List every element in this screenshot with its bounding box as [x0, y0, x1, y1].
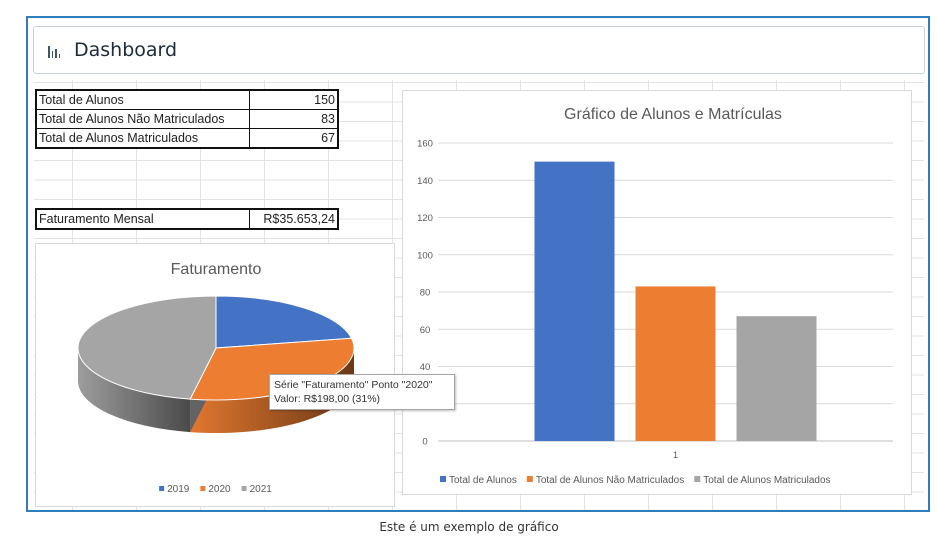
summary-value[interactable]: 150: [249, 89, 339, 110]
pie-chart[interactable]: Faturamento 2019 2020 2021: [35, 243, 395, 507]
bar-chart-icon: [48, 42, 64, 58]
bar-chart[interactable]: Gráfico de Alunos e Matrículas0204060801…: [402, 90, 912, 495]
y-tick-label: 100: [417, 250, 433, 261]
chart-title: Gráfico de Alunos e Matrículas: [564, 106, 782, 123]
chart-legend: Total de Alunos Total de Alunos Não Matri…: [440, 475, 831, 486]
bar: [736, 316, 817, 441]
revenue-label[interactable]: Faturamento Mensal: [35, 208, 250, 230]
table-row: Total de Alunos Não Matriculados 83: [35, 109, 339, 129]
legend-entry: Total de Alunos: [449, 475, 517, 486]
y-tick-label: 40: [420, 362, 431, 373]
tooltip-value: Valor: R$198,00 (31%): [274, 393, 381, 405]
legend-swatch: [159, 486, 165, 491]
summary-value[interactable]: 67: [249, 128, 339, 149]
chart-legend: 2019 2020 2021: [159, 484, 272, 495]
figure-caption: Este é um exemplo de gráfico: [379, 520, 559, 534]
revenue-table: Faturamento Mensal R$35.653,24: [35, 208, 339, 230]
summary-table: Total de Alunos 150 Total de Alunos Não …: [35, 89, 339, 149]
summary-label[interactable]: Total de Alunos Não Matriculados: [35, 109, 250, 129]
legend-swatch: [200, 486, 206, 491]
x-tick-label: 1: [673, 450, 678, 461]
y-tick-label: 60: [420, 325, 431, 336]
legend-entry: Total de Alunos Matriculados: [703, 475, 830, 486]
legend-entry: 2021: [250, 484, 273, 495]
dashboard-header: Dashboard: [33, 26, 925, 74]
legend-swatch: [526, 476, 533, 482]
pie-slice: [215, 295, 353, 349]
legend-swatch: [694, 476, 701, 482]
y-tick-label: 140: [417, 176, 433, 187]
bar-chart-svg: Gráfico de Alunos e Matrículas0204060801…: [417, 106, 893, 486]
bar: [534, 161, 615, 441]
legend-swatch: [241, 486, 247, 491]
summary-label[interactable]: Total de Alunos: [35, 89, 250, 110]
chart-title: Faturamento: [171, 261, 262, 278]
y-tick-label: 80: [420, 288, 431, 299]
legend-entry: Total de Alunos Não Matriculados: [536, 475, 684, 486]
tooltip-series-point: Série "Faturamento" Ponto "2020": [274, 379, 433, 391]
bar: [635, 286, 716, 441]
summary-label[interactable]: Total de Alunos Matriculados: [35, 128, 250, 149]
legend-entry: 2019: [167, 484, 190, 495]
revenue-value[interactable]: R$35.653,24: [249, 208, 339, 230]
y-tick-label: 120: [417, 213, 433, 224]
table-row: Total de Alunos 150: [35, 89, 339, 110]
page-title: Dashboard: [74, 39, 178, 61]
table-row: Faturamento Mensal R$35.653,24: [35, 208, 339, 230]
table-row: Total de Alunos Matriculados 67: [35, 128, 339, 149]
chart-tooltip: Série "Faturamento" Ponto "2020" Valor: …: [269, 374, 455, 410]
y-tick-label: 160: [417, 139, 433, 150]
legend-entry: 2020: [208, 484, 231, 495]
summary-value[interactable]: 83: [249, 109, 339, 129]
pie-slice: [77, 295, 217, 400]
y-tick-label: 0: [422, 437, 427, 448]
pie-slice-side: [190, 348, 354, 433]
legend-swatch: [440, 476, 446, 482]
